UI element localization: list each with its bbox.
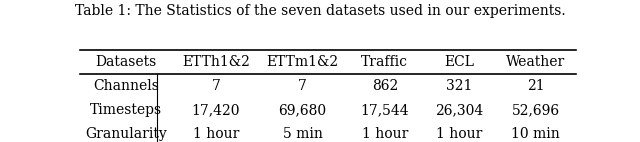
Text: Table 1: The Statistics of the seven datasets used in our experiments.: Table 1: The Statistics of the seven dat… xyxy=(75,4,565,18)
